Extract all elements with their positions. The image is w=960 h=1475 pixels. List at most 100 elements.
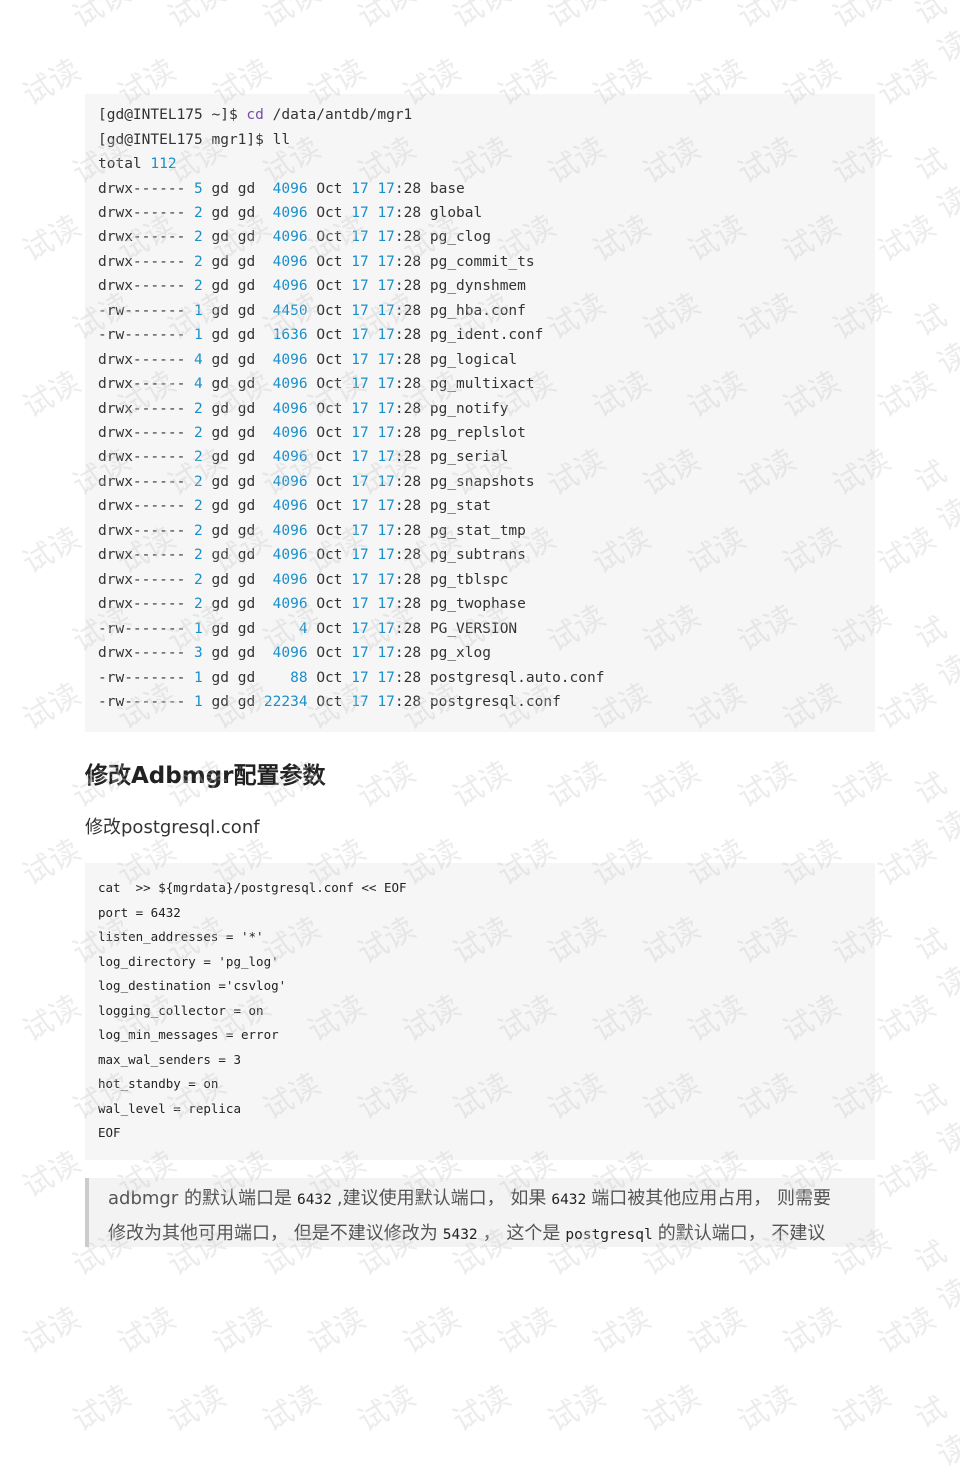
ls-field: 2: [194, 473, 203, 490]
ls-field: Oct: [316, 302, 343, 319]
ls-field: 17: [351, 425, 369, 441]
config-line: wal_level = replica: [98, 1100, 241, 1116]
ls-field: :28: [394, 278, 422, 295]
watermark-text: 试读: [17, 988, 87, 1050]
watermark-text: 试读: [872, 208, 942, 270]
ls-field: gd: [211, 669, 229, 686]
watermark-text: 试读: [777, 1300, 847, 1362]
ls-field: pg_notify: [429, 400, 509, 417]
ls-field: 17: [377, 571, 395, 588]
ls-field: gd: [211, 253, 229, 270]
ls-row: drwx------ 2 gd gd 4096 Oct 17 17:28 pg_…: [98, 474, 535, 490]
ls-field: Oct: [316, 498, 343, 515]
ls-row: drwx------ 3 gd gd 4096 Oct 17 17:28 pg_…: [98, 645, 491, 661]
watermark-text: 试读: [17, 1144, 87, 1206]
ls-field: pg_dynshmem: [429, 278, 526, 295]
config-line: hot_standby = on: [98, 1076, 219, 1091]
ls-field: drwx------: [98, 645, 186, 662]
ls-field: 2: [194, 522, 203, 539]
ls-field: Oct: [316, 645, 343, 662]
watermark-text: 试读: [447, 0, 517, 36]
ls-field: 17: [377, 669, 395, 686]
ls-field: base: [429, 180, 465, 197]
ls-field: drwx------: [98, 204, 186, 221]
ls-field: gd: [237, 278, 256, 295]
watermark-text: 试读: [732, 0, 802, 36]
ls-field: pg_xlog: [429, 645, 491, 662]
ls-field: gd: [211, 327, 229, 344]
ls-field: 17: [351, 522, 369, 539]
ls-field: gd: [211, 620, 229, 637]
ls-row: drwx------ 2 gd gd 4096 Oct 17 17:28 pg_…: [98, 572, 508, 588]
ls-field: :28: [394, 473, 422, 490]
config-code-block: cat >> ${mgrdata}/postgresql.conf << EOF…: [85, 863, 875, 1160]
ls-field: 4096: [263, 229, 308, 246]
ls-field: gd: [237, 596, 256, 613]
ls-field: 4096: [263, 253, 308, 270]
ls-field: 2: [194, 571, 203, 588]
ls-field: gd: [237, 376, 256, 393]
ls-field: -rw-------: [98, 327, 186, 344]
ls-field: Oct: [316, 253, 343, 270]
config-line: log_directory = 'pg_log': [98, 953, 279, 969]
inline-code: 6432: [551, 1192, 587, 1208]
ls-field: 17: [351, 596, 369, 613]
ls-field: drwx------: [98, 571, 186, 588]
ls-field: pg_twophase: [429, 596, 526, 613]
ls-field: 17: [351, 327, 369, 344]
terminal-line: [gd@INTEL175 mgr1]$ ll: [98, 131, 291, 148]
watermark-text: 试读: [257, 1378, 327, 1440]
ls-field: Oct: [316, 522, 343, 539]
ls-field: 17: [377, 302, 395, 319]
ls-field: :28: [394, 620, 422, 637]
ls-field: 17: [351, 204, 369, 221]
ls-field: gd: [237, 229, 256, 246]
ls-row: -rw------- 1 gd gd 4450 Oct 17 17:28 pg_…: [98, 303, 526, 319]
watermark-text: 试读: [872, 988, 942, 1050]
ls-field: drwx------: [98, 376, 186, 393]
ls-field: pg_ident.conf: [429, 327, 544, 344]
ls-field: 2: [194, 498, 203, 515]
ls-field: gd: [211, 351, 229, 368]
watermark-text: 试读: [682, 1300, 752, 1362]
note-text: 修改为其他可用端口， 但是不建议修改为: [108, 1223, 438, 1244]
ls-field: pg_clog: [429, 229, 491, 246]
ls-field: PG_VERSION: [429, 620, 518, 637]
ls-field: 17: [377, 449, 395, 466]
ls-field: gd: [211, 571, 229, 588]
ls-field: 17: [351, 229, 369, 246]
ls-field: drwx------: [98, 425, 186, 441]
watermark-text: 试读: [909, 1078, 960, 1162]
config-line: logging_collector = on: [98, 1002, 264, 1018]
ls-field: 2: [194, 596, 203, 613]
ls-field: 17: [377, 278, 395, 295]
ls-field: gd: [237, 351, 256, 368]
ls-field: gd: [211, 522, 229, 539]
ls-row: drwx------ 2 gd gd 4096 Oct 17 17:28 pg_…: [98, 425, 526, 441]
watermark-text: 试读: [67, 0, 137, 36]
watermark-text: 试读: [302, 1300, 372, 1362]
watermark-text: 试读: [827, 1378, 897, 1440]
ls-field: gd: [237, 204, 256, 221]
ls-field: Oct: [316, 180, 343, 197]
ls-row: -rw------- 1 gd gd 1636 Oct 17 17:28 pg_…: [98, 327, 543, 343]
ls-row: drwx------ 2 gd gd 4096 Oct 17 17:28 pg_…: [98, 401, 508, 417]
ls-field: Oct: [316, 376, 343, 393]
watermark-text: 试读: [732, 754, 802, 816]
ls-field: 2: [194, 253, 203, 270]
command: cd: [246, 107, 264, 123]
ls-field: 17: [351, 253, 369, 270]
ls-field: Oct: [316, 351, 343, 368]
ls-field: gd: [237, 669, 256, 686]
ls-field: pg_snapshots: [429, 473, 535, 490]
ls-field: 1: [194, 620, 203, 637]
ls-field: drwx------: [98, 522, 186, 539]
ls-field: 1: [194, 693, 203, 710]
ls-field: :28: [394, 302, 422, 319]
ls-field: postgresql.auto.conf: [429, 669, 605, 686]
watermark-text: 试读: [909, 766, 960, 850]
ls-field: 17: [377, 351, 395, 368]
ls-field: gd: [211, 645, 229, 662]
watermark-text: 试读: [162, 1378, 232, 1440]
ls-field: gd: [211, 400, 229, 417]
